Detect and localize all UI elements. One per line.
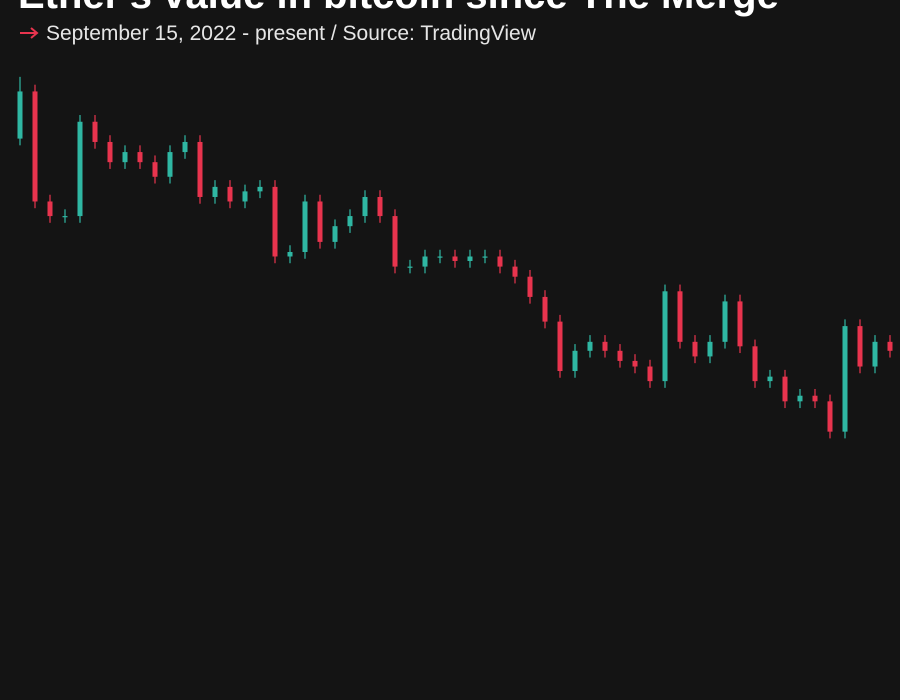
candle-body (227, 186, 233, 202)
plot-area (17, 76, 893, 439)
candle-body (842, 326, 848, 432)
candle-body (17, 91, 23, 139)
candle-body (767, 376, 773, 382)
chart-subtitle: September 15, 2022 - present / Source: T… (46, 22, 537, 45)
candle-body (677, 291, 683, 342)
candle-body (452, 256, 458, 261)
candle-body (662, 291, 668, 382)
candle-body (257, 186, 263, 192)
candle-body (827, 401, 833, 432)
candle-body (812, 395, 818, 402)
candle-body (512, 266, 518, 277)
candle-body (47, 201, 53, 217)
candle-body (77, 121, 83, 217)
candle-body (707, 341, 713, 357)
candle-body (107, 141, 113, 163)
candle-body (377, 196, 383, 217)
candle-body (857, 326, 863, 367)
candle-body (317, 201, 323, 242)
candle-body (347, 216, 353, 227)
candle-body (242, 191, 248, 202)
candle-body (752, 346, 758, 382)
candle-body (422, 256, 428, 267)
candle-body (152, 162, 158, 177)
chart-title: Ether's value in bitcoin since The Merge (18, 0, 779, 17)
candle-body (407, 266, 413, 268)
candle-body (872, 341, 878, 367)
candle-body (137, 152, 143, 163)
candle-body (887, 341, 893, 351)
candle-body (302, 201, 308, 252)
candle-body (182, 141, 188, 153)
candle-body (482, 256, 488, 258)
candle-body (167, 152, 173, 177)
candle-body (122, 152, 128, 163)
candle-body (212, 186, 218, 197)
candle-body (542, 296, 548, 322)
candle-body (392, 216, 398, 267)
candle-body (797, 395, 803, 402)
arrow-icon (20, 27, 39, 39)
candle-body (572, 350, 578, 372)
candle-body (617, 350, 623, 361)
candle-body (782, 376, 788, 402)
candle-body (557, 321, 563, 372)
candle-body (587, 341, 593, 351)
candle-body (722, 301, 728, 342)
candle-body (62, 216, 68, 218)
candle-body (92, 121, 98, 142)
candle-body (737, 301, 743, 347)
candle-body (497, 256, 503, 267)
candle-body (362, 196, 368, 217)
candle-body (287, 252, 293, 257)
candle-body (32, 91, 38, 202)
candle-body (602, 341, 608, 351)
candle-body (197, 141, 203, 197)
candle-body (437, 256, 443, 258)
candle-body (272, 186, 278, 257)
candle-body (692, 341, 698, 357)
candle-body (332, 226, 338, 242)
candle-body (527, 276, 533, 297)
candle-body (467, 256, 473, 261)
candle-body (647, 366, 653, 382)
candle-body (632, 360, 638, 367)
